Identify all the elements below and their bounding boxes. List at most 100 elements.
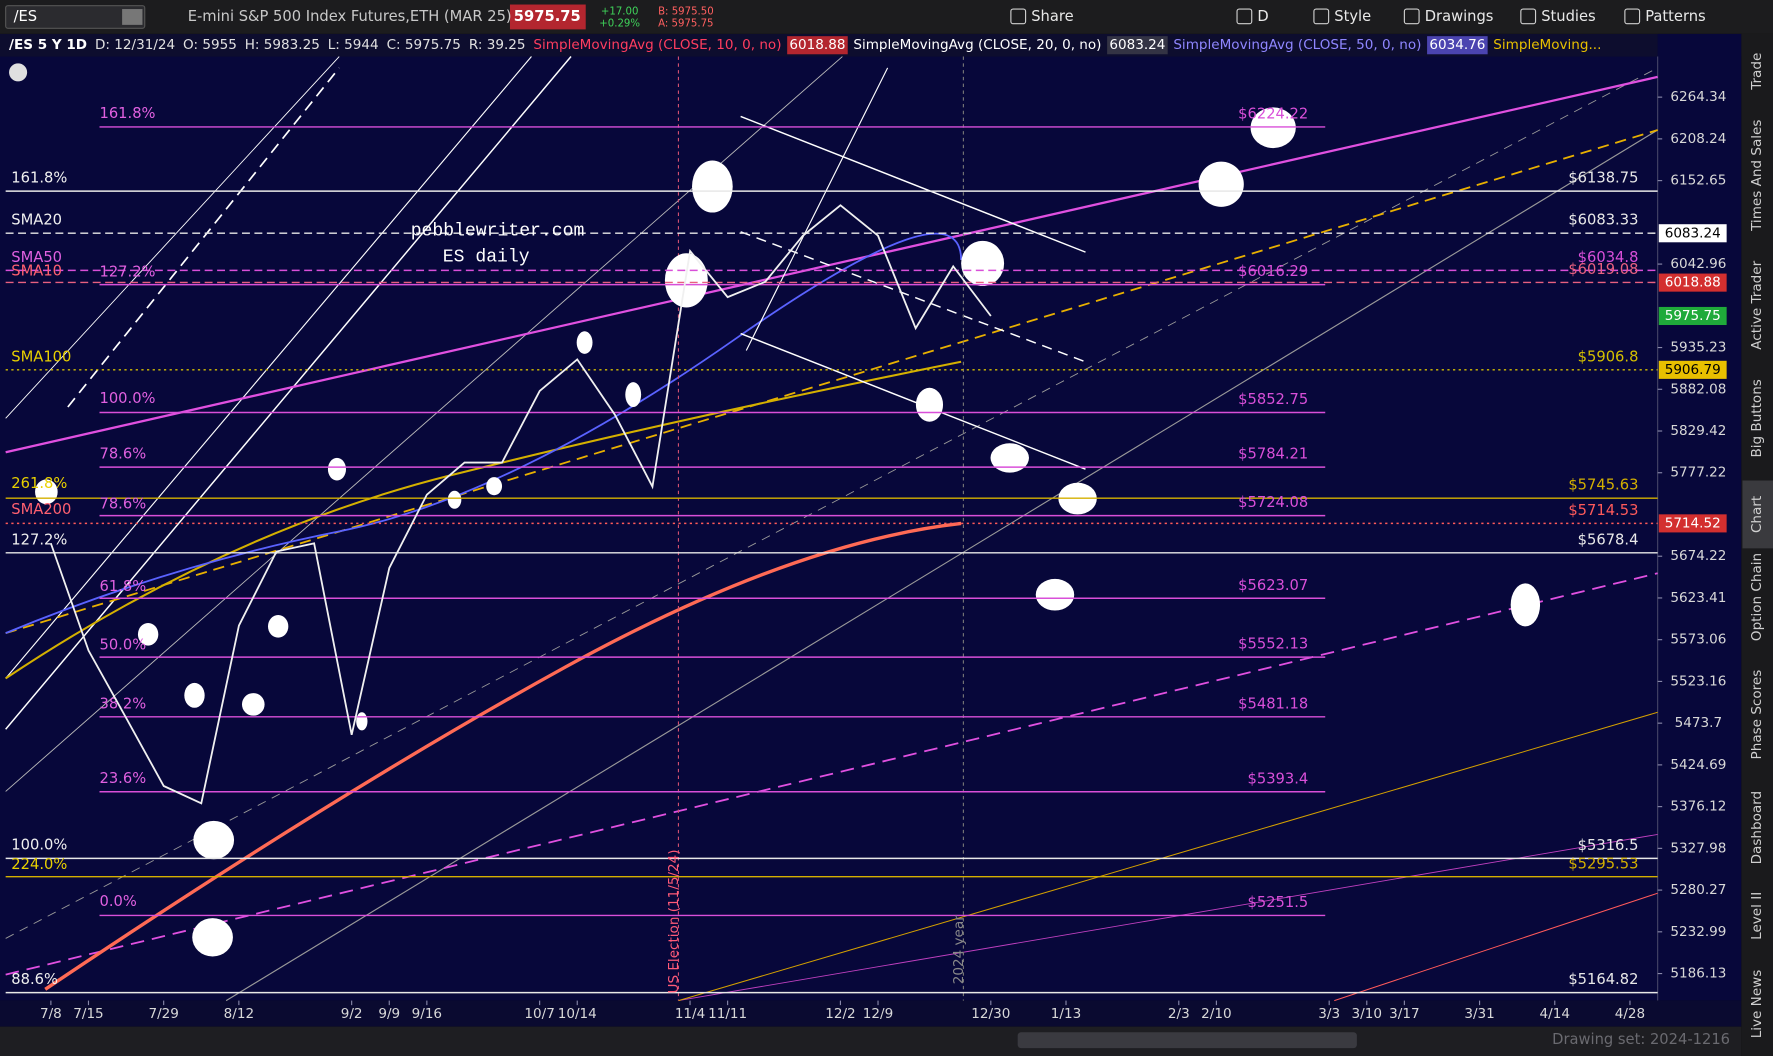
- oval: [137, 622, 159, 646]
- left-level-label: 161.8%: [11, 170, 67, 187]
- y-tick-label: 5523.16: [1670, 673, 1726, 689]
- toolbar-icon: [1624, 8, 1641, 25]
- x-tick-label: 4/14: [1540, 1006, 1570, 1022]
- price-level-label: $5745.63: [1568, 477, 1638, 494]
- oval: [241, 693, 265, 716]
- left-level-label: 127.2%: [100, 263, 156, 280]
- oval: [356, 712, 368, 731]
- oval: [692, 160, 733, 213]
- sidebar-tab[interactable]: Live News: [1749, 970, 1765, 1039]
- oval: [192, 918, 233, 957]
- oval: [486, 477, 503, 496]
- sidebar-tab[interactable]: Dashboard: [1749, 791, 1765, 864]
- alert-icon[interactable]: [9, 63, 28, 82]
- left-level-label: SMA20: [11, 211, 62, 228]
- left-level-label: 0.0%: [100, 893, 137, 910]
- sidebar-tab[interactable]: Option Chain: [1749, 553, 1765, 641]
- oval: [915, 387, 944, 422]
- price-level-label: $5724.08: [1238, 494, 1308, 511]
- sidebar-tab[interactable]: Trade: [1749, 53, 1765, 91]
- study-header-item: 6018.88: [789, 37, 845, 53]
- toolbar-bg: [0, 0, 1773, 34]
- toolbar-button[interactable]: D: [1257, 8, 1268, 25]
- sidebar-tab[interactable]: Active Trader: [1749, 260, 1765, 349]
- trendline: [678, 711, 1658, 1002]
- net-change-pct: +0.29%: [599, 19, 640, 30]
- toolbar-button[interactable]: Share: [1031, 8, 1073, 25]
- sidebar-tab[interactable]: Phase Scores: [1749, 670, 1765, 760]
- price-level-label: $5906.8: [1578, 348, 1639, 365]
- study-header-item: R: 39.25: [469, 37, 526, 53]
- left-level-label: 88.6%: [11, 971, 58, 988]
- x-tick-label: 9/9: [378, 1006, 400, 1022]
- left-level-label: SMA200: [11, 501, 71, 518]
- price-badge: [1658, 306, 1727, 326]
- symbol-box[interactable]: [5, 5, 146, 29]
- toolbar-button[interactable]: Patterns: [1645, 8, 1706, 25]
- sidebar-tab[interactable]: Times And Sales: [1749, 120, 1765, 232]
- price-level-label: $5316.5: [1578, 837, 1639, 854]
- chart-annotation: 2024 year: [951, 915, 967, 984]
- y-tick-label: 5376.12: [1670, 799, 1726, 815]
- channel-line: [740, 115, 1086, 253]
- x-tick-label: 3/3: [1318, 1006, 1340, 1022]
- study-header-item: D: 12/31/24: [95, 37, 175, 53]
- ovals: [35, 107, 1541, 957]
- y-tick-label: 5327.98: [1670, 840, 1726, 856]
- scrollbar-bg: [0, 1026, 1742, 1056]
- date-axis-bg: [0, 1000, 1742, 1027]
- price-badge: [1658, 514, 1727, 533]
- toolbar-icon: [1403, 8, 1420, 25]
- sidebar-tab[interactable]: Big Buttons: [1749, 379, 1765, 457]
- net-change: +17.00: [601, 6, 639, 17]
- trendline: [678, 833, 1658, 1002]
- oval: [267, 615, 289, 638]
- toolbar-button[interactable]: Studies: [1541, 8, 1595, 25]
- scroll-thumb[interactable]: [1017, 1032, 1357, 1049]
- close-line: [50, 204, 992, 805]
- toolbar-icon: [1313, 8, 1330, 25]
- oval: [184, 682, 205, 708]
- value-box: [1427, 36, 1488, 55]
- oval: [193, 820, 235, 860]
- trendline: [5, 56, 572, 730]
- trendline: [745, 67, 889, 351]
- study-header-item: O: 5955: [183, 37, 237, 53]
- x-tick-label: 9/2: [341, 1006, 363, 1022]
- price-level-label: $6224.22: [1238, 106, 1308, 123]
- y-tick-label: 6152.65: [1670, 173, 1726, 189]
- left-level-label: 100.0%: [11, 837, 67, 854]
- price-level-label: $5852.75: [1238, 391, 1308, 408]
- oval: [1250, 107, 1296, 149]
- symbol-dropdown[interactable]: [122, 9, 143, 25]
- ask: A: 5975.75: [658, 19, 713, 30]
- toolbar-button[interactable]: Drawings: [1425, 8, 1494, 25]
- price-level-label: $5784.21: [1238, 446, 1308, 463]
- price-badge: [1658, 224, 1727, 243]
- toolbar-icon: [1010, 8, 1027, 25]
- study-header-item: SimpleMovingAvg (CLOSE, 10, 0, no): [533, 37, 781, 53]
- x-tick-label: 11/4: [675, 1006, 705, 1022]
- price-level-label: $6083.33: [1568, 212, 1638, 229]
- left-level-label: 127.2%: [11, 531, 67, 548]
- oval: [961, 240, 1005, 287]
- study-header-item: L: 5944: [328, 37, 379, 53]
- oval: [664, 253, 708, 308]
- sidebar-tab[interactable]: Level II: [1749, 892, 1765, 940]
- left-level-label: 261.8%: [11, 475, 67, 492]
- price-badge-label: 5906.79: [1665, 362, 1721, 378]
- left-level-label: 100.0%: [100, 390, 156, 407]
- price-level-label: $5481.18: [1238, 695, 1308, 712]
- toolbar-button[interactable]: Style: [1334, 8, 1371, 25]
- sidebar-tab[interactable]: Chart: [1749, 496, 1765, 533]
- price-level-label: $5678.4: [1578, 531, 1639, 548]
- drawing-set: Drawing set: 2024-1216: [1552, 1031, 1730, 1048]
- y-tick-label: 5623.41: [1670, 590, 1726, 606]
- price-level-label: $6019.08: [1568, 261, 1638, 278]
- y-tick-label: 5280.27: [1670, 882, 1726, 898]
- price-level-label: $5552.13: [1238, 636, 1308, 653]
- chart-annotation: US Election (11/5/24): [666, 849, 682, 993]
- y-tick-label: 5473.7: [1675, 715, 1722, 731]
